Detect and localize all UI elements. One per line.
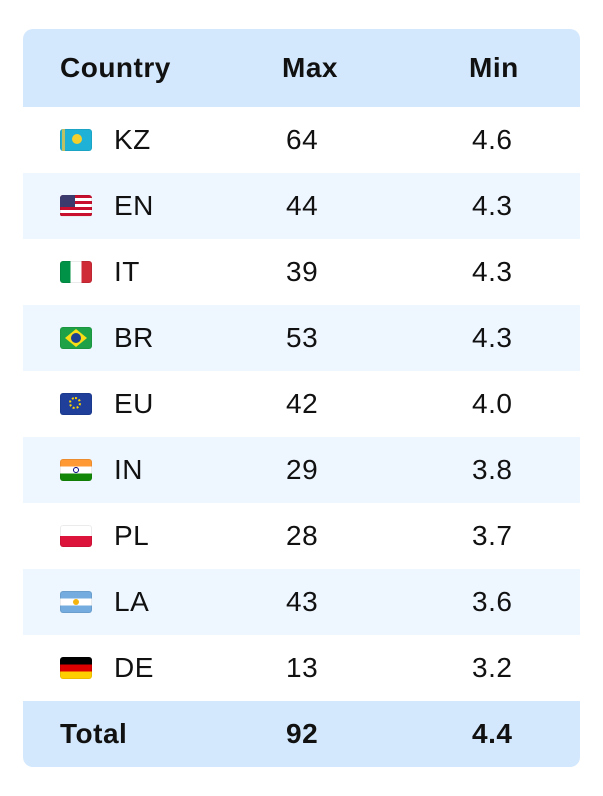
- min-value: 4.3: [472, 322, 513, 353]
- table-row: EN 44 4.3: [23, 173, 580, 239]
- argentina-flag-icon: [60, 591, 92, 613]
- eu-flag-icon: [60, 393, 92, 415]
- header-min: Min: [469, 52, 519, 83]
- country-code: EN: [114, 190, 154, 221]
- table-row: LA 43 3.6: [23, 569, 580, 635]
- total-label: Total: [60, 718, 128, 749]
- min-value: 3.7: [472, 520, 513, 551]
- country-code: DE: [114, 652, 154, 683]
- country-cell: IN: [60, 437, 143, 503]
- country-cell: BR: [60, 305, 154, 371]
- max-value: 53: [286, 322, 319, 353]
- max-value: 39: [286, 256, 319, 287]
- max-value: 29: [286, 454, 319, 485]
- country-code: BR: [114, 322, 154, 353]
- india-flag-icon: [60, 459, 92, 481]
- table-row: BR 53 4.3: [23, 305, 580, 371]
- min-value: 3.6: [472, 586, 513, 617]
- poland-flag-icon: [60, 525, 92, 547]
- min-value: 4.3: [472, 256, 513, 287]
- min-value: 3.8: [472, 454, 513, 485]
- country-code: IT: [114, 256, 140, 287]
- max-value: 42: [286, 388, 319, 419]
- min-value: 3.2: [472, 652, 513, 683]
- brazil-flag-icon: [60, 327, 92, 349]
- country-code: PL: [114, 520, 150, 551]
- header-country: Country: [60, 52, 171, 83]
- country-code: KZ: [114, 124, 151, 155]
- country-code: LA: [114, 586, 150, 617]
- table-row: EU 42 4.0: [23, 371, 580, 437]
- country-cell: PL: [60, 503, 149, 569]
- italy-flag-icon: [60, 261, 92, 283]
- max-value: 64: [286, 124, 319, 155]
- us-flag-icon: [60, 195, 92, 217]
- country-cell: IT: [60, 239, 140, 305]
- header-max: Max: [282, 52, 338, 83]
- country-cell: DE: [60, 635, 154, 701]
- min-value: 4.6: [472, 124, 513, 155]
- country-cell: EN: [60, 173, 154, 239]
- max-value: 43: [286, 586, 319, 617]
- kazakhstan-flag-icon: [60, 129, 92, 151]
- table-row: IT 39 4.3: [23, 239, 580, 305]
- max-value: 44: [286, 190, 319, 221]
- country-code: IN: [114, 454, 143, 485]
- max-value: 28: [286, 520, 319, 551]
- table-row: DE 13 3.2: [23, 635, 580, 701]
- country-cell: EU: [60, 371, 154, 437]
- table-row: KZ 64 4.6: [23, 107, 580, 173]
- germany-flag-icon: [60, 657, 92, 679]
- country-code: EU: [114, 388, 154, 419]
- total-max: 92: [286, 718, 319, 749]
- country-cell: LA: [60, 569, 149, 635]
- country-stats-table: Country Max Min KZ 64 4.6 EN 44 4.3 IT 3…: [23, 29, 580, 767]
- table-header-row: Country Max Min: [23, 29, 580, 107]
- table-total-row: Total 92 4.4: [23, 701, 580, 767]
- country-cell: KZ: [60, 107, 151, 173]
- total-min: 4.4: [472, 718, 513, 749]
- min-value: 4.0: [472, 388, 513, 419]
- table-row: PL 28 3.7: [23, 503, 580, 569]
- max-value: 13: [286, 652, 319, 683]
- min-value: 4.3: [472, 190, 513, 221]
- table-row: IN 29 3.8: [23, 437, 580, 503]
